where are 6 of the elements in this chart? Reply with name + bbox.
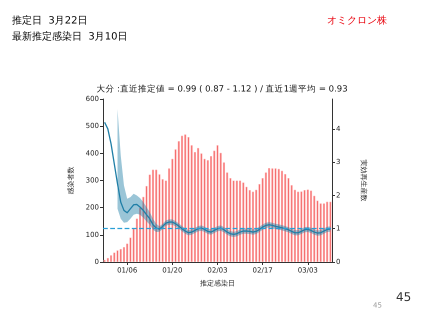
line-series [104,122,332,236]
text: 最新推定感染日 3月10日 [12,30,128,42]
text: オミクロン株 [327,14,387,26]
text: 推定日 3月22日 [12,14,88,26]
text: 45 [396,290,412,304]
chart-title: 大分 :直近推定値 = 0.99 ( 0.87 - 1.12 ) / 直近1週平均 = 0.93 [96,84,348,94]
